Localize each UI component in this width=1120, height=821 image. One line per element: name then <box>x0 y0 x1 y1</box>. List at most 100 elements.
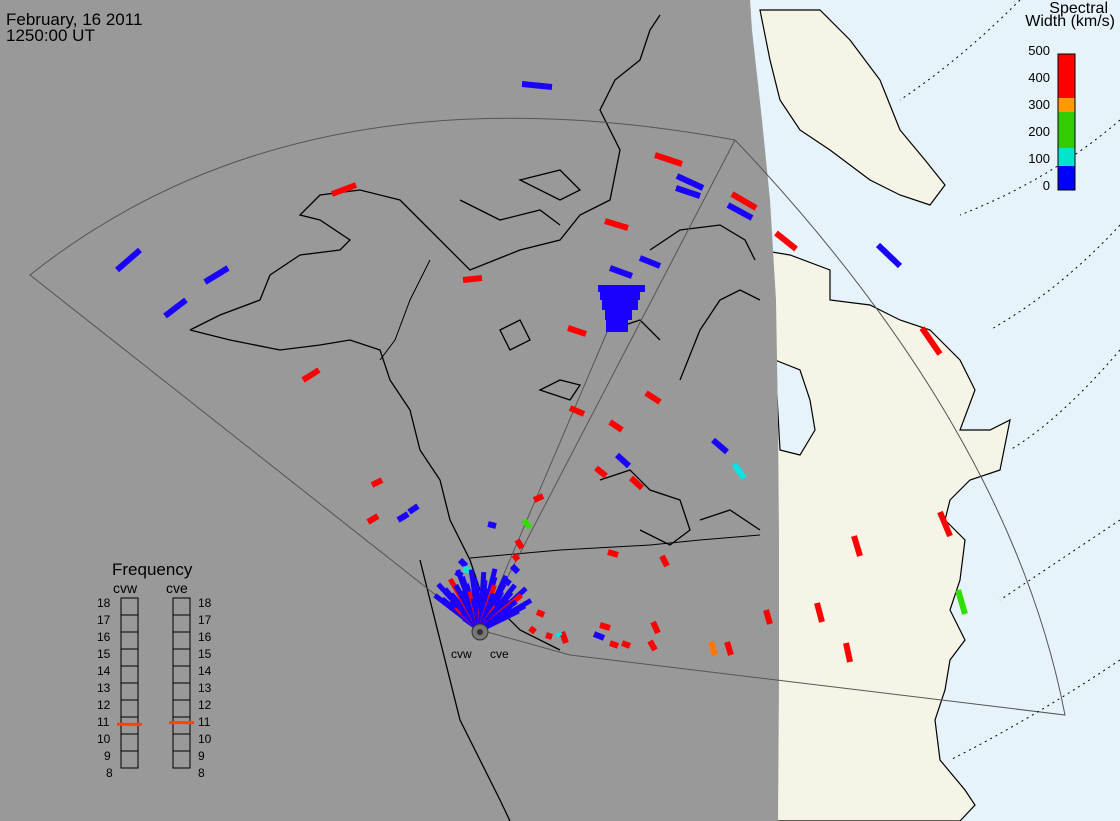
backscatter-cell <box>614 452 632 469</box>
cvw-frequency-tick: 8 <box>106 766 113 780</box>
backscatter-cell <box>511 553 521 562</box>
backscatter-cell <box>608 640 620 649</box>
backscatter-cell <box>607 549 619 558</box>
cvw-frequency-tick: 15 <box>97 647 111 661</box>
backscatter-cell <box>396 511 410 523</box>
cve-frequency-tick: 16 <box>198 630 212 644</box>
frequency-title: Frequency <box>112 560 193 579</box>
backscatter-cell <box>370 477 384 488</box>
backscatter-cell <box>937 510 953 538</box>
backscatter-cell <box>675 173 705 191</box>
backscatter-cell <box>644 390 662 405</box>
cve-frequency-tick: 12 <box>198 698 212 712</box>
radar-label-cve: cve <box>490 647 509 661</box>
colorbar-tick-0: 0 <box>1042 178 1050 193</box>
cve-frequency-tick: 15 <box>198 647 212 661</box>
colorbar-tick-300: 300 <box>1028 97 1050 112</box>
backscatter-cell <box>730 191 758 211</box>
time-label: 1250:00 UT <box>6 26 95 45</box>
backscatter-cell <box>598 285 645 292</box>
backscatter-cell <box>528 625 537 635</box>
backscatter-cell <box>851 535 863 557</box>
backscatter-cell <box>628 475 645 491</box>
colorbar-blue <box>1058 166 1075 190</box>
cvw-frequency-tick: 9 <box>104 749 111 763</box>
night-shade <box>0 0 779 821</box>
backscatter-cell <box>659 554 670 568</box>
backscatter-cell <box>711 437 729 455</box>
backscatter-cell <box>568 405 586 417</box>
backscatter-cell <box>600 292 640 300</box>
date-label: February, 16 2011 <box>6 10 143 29</box>
backscatter-cell <box>521 81 553 90</box>
cvw-frequency-tick: 11 <box>97 715 110 729</box>
country-borders <box>379 259 761 559</box>
backscatter-cell <box>602 300 638 310</box>
radar-site-center <box>477 629 483 635</box>
cvw-frequency-tick: 18 <box>97 596 111 610</box>
radar-label-cvw: cvw <box>451 647 472 661</box>
backscatter-cell <box>594 465 608 479</box>
colorbar-red <box>1058 54 1075 98</box>
colorbar-tick-500: 500 <box>1028 43 1050 58</box>
backscatter-cell <box>675 185 701 199</box>
backscatter-cell <box>620 640 632 649</box>
radar-beam-line-1 <box>479 139 736 631</box>
backscatter-cell <box>726 202 754 221</box>
backscatter-cell <box>462 275 483 283</box>
backscatter-cell <box>366 513 380 525</box>
backscatter-cell <box>532 493 545 503</box>
backscatter-cell <box>509 563 521 575</box>
colorbar-border <box>1057 53 1076 191</box>
graticule <box>899 0 1120 761</box>
backscatter-cell <box>535 609 546 618</box>
colorbar-title-line2: Width (km/s) <box>1025 13 1115 30</box>
cve-frequency-marker <box>169 721 194 725</box>
backscatter-cell <box>457 557 469 569</box>
backscatter-cell <box>115 247 142 273</box>
colorbar-tick-400: 400 <box>1028 70 1050 85</box>
backscatter-cell <box>559 630 569 645</box>
backscatter-cell <box>605 310 632 320</box>
backscatter-cell <box>203 265 230 285</box>
cve-frequency-tick: 9 <box>198 749 205 763</box>
frequency-gridlines <box>121 614 190 752</box>
cvw-frequency-tick: 10 <box>97 732 111 746</box>
cve-frequency-tick: 10 <box>198 732 212 746</box>
cvw-frequency-tick: 17 <box>97 613 111 627</box>
backscatter-cell <box>163 297 188 319</box>
backscatter-cell <box>521 518 533 530</box>
backscatter-cell <box>724 641 734 656</box>
backscatter-cell <box>599 622 611 631</box>
backscatter-cell <box>514 538 525 550</box>
backscatter-cell <box>301 367 321 383</box>
backscatter-cell <box>462 566 471 573</box>
backscatter-cell <box>608 265 634 279</box>
backscatter-cell <box>606 320 628 332</box>
colorbar-title-line1: Spectral <box>1049 0 1108 17</box>
backscatter-cell <box>638 255 662 269</box>
radar-beam-line-2 <box>479 289 626 631</box>
cve-frequency-tick: 14 <box>198 664 212 678</box>
cvw-frequency-tick: 14 <box>97 664 111 678</box>
cve-frequency-tick: 11 <box>198 715 211 729</box>
backscatter-cell <box>654 152 683 167</box>
backscatter-cell <box>650 620 661 635</box>
backscatter-cell <box>487 521 497 529</box>
cve-frequency-tick: 17 <box>198 613 212 627</box>
colorbar-tick-100: 100 <box>1028 151 1050 166</box>
colorbar-orange <box>1058 98 1075 112</box>
cve-frequency-tick: 8 <box>198 766 205 780</box>
cvw-frequency-marker <box>117 722 142 726</box>
backscatter-cell <box>330 182 358 197</box>
cve-frequency-tick: 18 <box>198 596 212 610</box>
colorbar-green <box>1058 112 1075 148</box>
backscatter-cell <box>592 631 606 641</box>
coastlines <box>189 14 761 821</box>
colorbar-tick-200: 200 <box>1028 124 1050 139</box>
backscatter-cell <box>875 242 903 269</box>
backscatter-cell <box>567 325 587 337</box>
backscatter-cell <box>763 609 773 625</box>
backscatter-cell <box>555 631 563 638</box>
